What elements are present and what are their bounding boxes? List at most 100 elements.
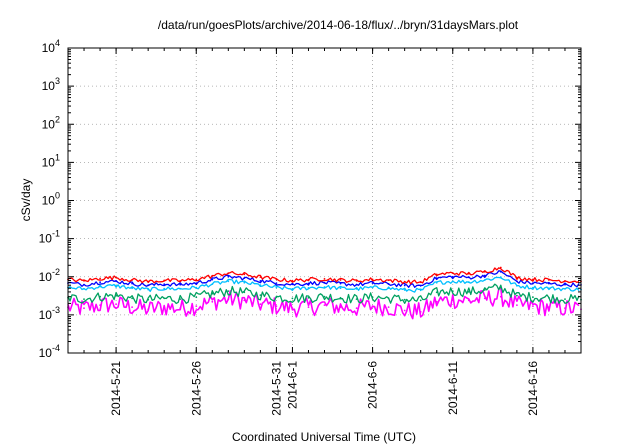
data-point [259,280,262,282]
data-point [467,299,470,302]
data-point [435,273,438,276]
data-point [115,294,117,297]
data-point [532,296,534,299]
data-point [548,282,550,285]
series-line [67,270,580,288]
y-tick-label: 10-3 [39,305,60,322]
data-point [195,278,198,281]
data-point [516,284,518,287]
data-point [307,306,310,308]
data-point [451,280,454,283]
data-point [179,298,182,300]
data-point [147,308,150,311]
data-point [163,287,166,290]
data-point [307,282,310,285]
data-point [259,303,262,306]
data-point [532,282,534,284]
x-tick-label: 2014-6-1 [285,361,299,409]
data-point [403,309,406,312]
data-point [147,298,150,301]
y-tick-label: 10-1 [39,229,60,246]
data-point [227,290,230,292]
data-point [275,282,278,284]
data-point [499,266,502,269]
data-point [243,299,246,302]
x-axis: 2014-5-21 2014-5-26 2014-5-31 2014-6-1 2014-… [67,48,582,416]
data-point [243,291,246,294]
data-point [532,305,534,307]
data-point [371,296,374,299]
data-point [516,304,518,306]
y-tick-label: 10-2 [39,267,60,284]
data-point [435,281,438,284]
data-point [163,297,166,300]
data-point [131,306,134,308]
data-point [275,278,278,281]
data-point [548,279,550,281]
data-point [371,286,374,289]
data-point [211,283,214,285]
x-tick-label: 2014-5-26 [189,361,203,416]
x-axis-label: Coordinated Universal Time (UTC) [232,430,416,444]
data-point [355,307,358,310]
series-line [67,287,580,320]
y-tick-label: 102 [42,114,60,131]
data-point [451,290,454,292]
data-point [467,291,470,293]
data-point [115,276,117,279]
data-point [483,289,486,291]
data-point [499,286,502,289]
data-point [419,299,422,302]
data-point [467,276,470,279]
data-point [163,279,166,282]
data-point [307,296,310,299]
data-point [339,279,342,281]
data-point [211,292,214,295]
data-point [291,288,294,290]
data-point [323,304,326,306]
data-point [499,295,502,298]
data-point [499,270,502,273]
data-point [291,297,294,300]
data-point [179,280,182,282]
data-point [451,272,454,274]
data-point [371,305,374,307]
data-point [323,281,326,284]
data-point [307,287,310,289]
data-point [99,277,101,280]
data-point [179,283,182,286]
data-point [355,283,358,286]
data-point [435,277,438,279]
x-tick-label: 2014-6-11 [446,361,460,415]
data-point [211,278,214,281]
data-point [115,284,117,287]
data-point [355,280,358,282]
data-point [323,286,326,288]
data-point [516,294,518,297]
data-point [323,295,326,298]
data-point [83,280,85,282]
data-point [275,305,278,307]
data-point [147,280,150,283]
data-point [211,275,214,277]
data-point [115,280,117,283]
data-point [339,306,342,308]
data-point [275,286,278,289]
data-point [259,284,262,287]
data-point [532,278,534,281]
data-point [163,283,166,285]
data-point [387,306,390,308]
data-point [179,288,182,290]
data-point [243,277,246,279]
chart-title: /data/run/goesPlots/archive/2014-06-18/f… [158,18,519,32]
data-point [179,307,182,310]
data-point [131,287,134,290]
y-tick-label: 104 [42,38,60,55]
data-point [99,304,101,306]
data-point [243,281,246,284]
data-point [435,300,438,303]
data-point [243,273,246,276]
y-tick-label: 103 [42,76,60,93]
data-point [419,311,422,313]
